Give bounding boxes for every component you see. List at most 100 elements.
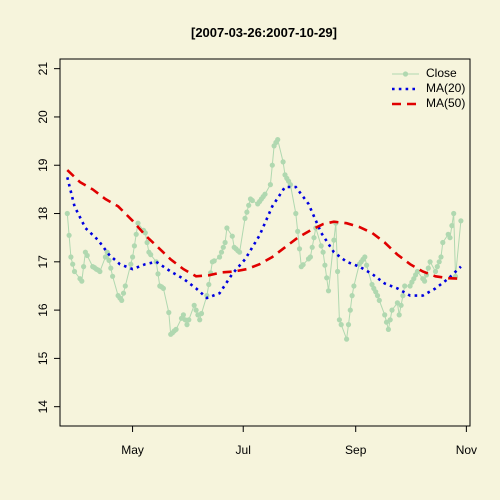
close-point — [173, 326, 179, 332]
close-point — [120, 290, 127, 296]
close-point — [122, 283, 128, 289]
plot-frame — [59, 58, 471, 427]
legend-label: MA(50) — [426, 96, 465, 110]
close-point — [64, 210, 70, 217]
close-point — [349, 293, 355, 299]
close-point — [133, 231, 139, 237]
close-point — [197, 317, 203, 323]
close-point — [311, 235, 317, 241]
close-point — [206, 281, 212, 288]
close-point — [296, 246, 303, 252]
y-tick-label: 20 — [36, 110, 50, 124]
close-point — [186, 317, 192, 323]
close-point — [79, 278, 85, 284]
close-point — [131, 243, 137, 249]
close-point — [382, 312, 388, 318]
close-point — [148, 252, 154, 258]
close-point — [222, 239, 228, 246]
close-point — [383, 319, 390, 325]
close-point — [130, 254, 136, 260]
close-point — [336, 317, 342, 323]
y-tick-label: 19 — [36, 158, 50, 172]
close-point — [218, 249, 225, 255]
close-point — [344, 336, 350, 342]
close-point — [191, 302, 197, 308]
legend-label: MA(20) — [426, 81, 465, 95]
close-point — [385, 326, 391, 332]
y-tick-label: 14 — [36, 400, 50, 414]
series-layer — [64, 137, 464, 342]
close-point — [427, 259, 433, 265]
y-tick-label: 15 — [36, 351, 50, 365]
close-point — [180, 312, 186, 318]
close-point — [81, 264, 87, 270]
close-point — [242, 215, 248, 221]
close-point — [347, 307, 353, 313]
close-point — [237, 249, 243, 255]
close-point — [249, 197, 255, 204]
close-point — [193, 307, 199, 313]
close-point — [144, 239, 150, 246]
close-point — [267, 182, 273, 188]
close-point — [155, 271, 161, 277]
close-point — [331, 237, 337, 243]
y-tick-label: 18 — [36, 207, 50, 221]
close-point — [338, 322, 344, 328]
chart-title: [2007-03-26:2007-10-29] — [191, 25, 337, 40]
close-point — [400, 293, 406, 299]
close-point — [335, 268, 341, 275]
close-point — [432, 268, 439, 275]
close-point — [322, 262, 328, 268]
close-point — [84, 252, 90, 259]
y-tick-label: 17 — [36, 255, 50, 269]
close-point — [68, 254, 74, 260]
close-point — [369, 281, 375, 288]
close-point — [110, 273, 116, 279]
close-point — [440, 239, 446, 246]
series-ma20-line — [66, 176, 462, 300]
close-point — [318, 243, 324, 249]
close-point — [295, 228, 301, 234]
close-point — [351, 283, 357, 289]
close-point — [407, 283, 413, 289]
close-point — [293, 210, 299, 217]
y-tick-label: 16 — [36, 303, 50, 317]
close-point — [70, 261, 76, 267]
close-point — [402, 283, 408, 289]
close-point — [204, 293, 210, 299]
close-point — [160, 285, 166, 291]
close-point — [211, 258, 217, 264]
close-point — [320, 249, 326, 255]
close-point — [451, 210, 457, 217]
close-point — [300, 262, 306, 268]
close-point — [71, 268, 78, 275]
close-point — [262, 191, 268, 197]
close-point — [182, 317, 188, 323]
close-point — [389, 307, 395, 313]
close-point — [374, 293, 381, 299]
close-point — [438, 254, 444, 260]
close-point — [198, 310, 205, 317]
legend-close-point — [402, 71, 409, 77]
close-point — [394, 300, 400, 306]
close-point — [414, 268, 420, 275]
close-point — [376, 297, 382, 303]
close-point — [398, 302, 404, 308]
x-tick-label: May — [121, 443, 144, 457]
close-point — [135, 220, 141, 226]
close-point — [307, 254, 313, 260]
close-point — [119, 297, 125, 303]
close-point — [324, 275, 330, 281]
close-point — [128, 261, 134, 267]
close-point — [434, 264, 440, 270]
close-point — [447, 235, 453, 241]
close-point — [97, 268, 103, 275]
close-point — [244, 209, 250, 215]
x-tick-label: Jul — [236, 443, 251, 457]
close-point — [224, 225, 230, 231]
close-point — [106, 257, 112, 263]
